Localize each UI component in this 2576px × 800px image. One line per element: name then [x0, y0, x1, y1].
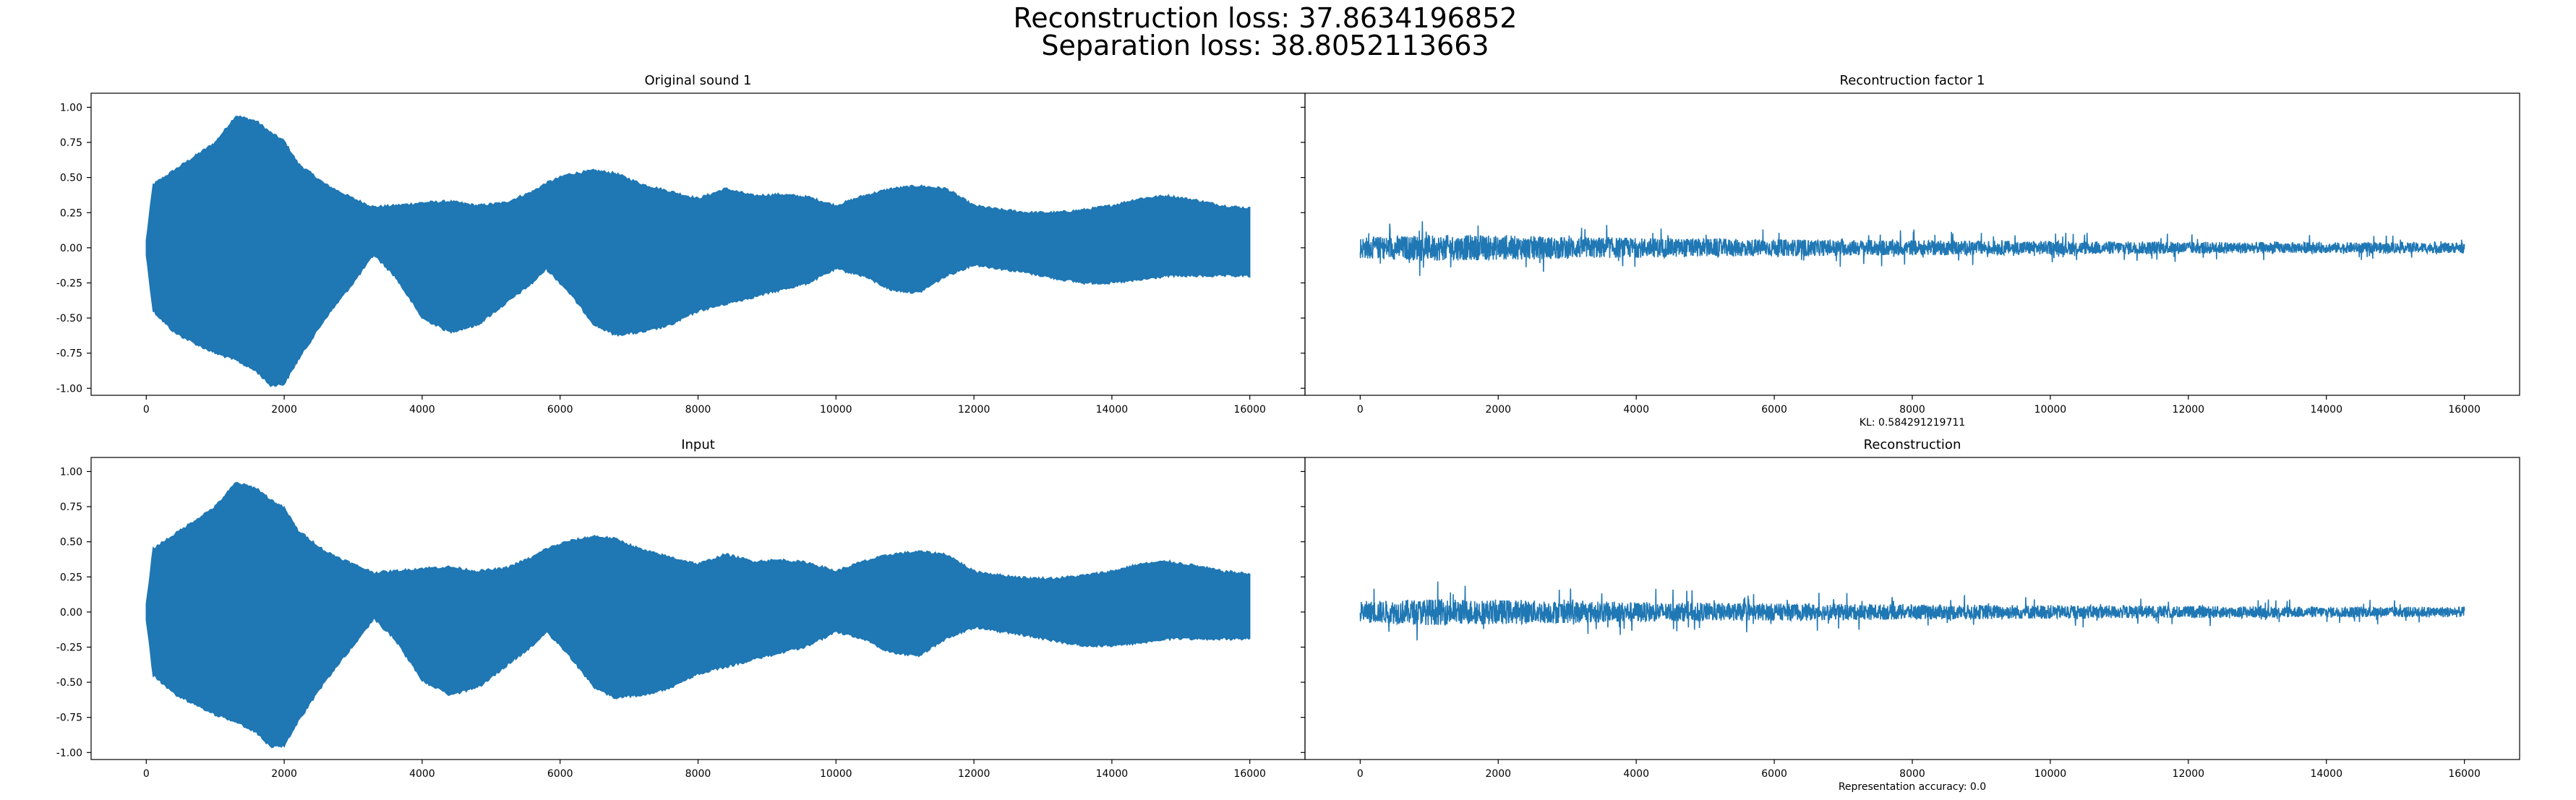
x-tick-label: 0 [143, 768, 150, 780]
x-tick-label: 10000 [2034, 404, 2067, 416]
x-tick-label: 12000 [958, 768, 990, 780]
x-tick-label: 6000 [1761, 768, 1787, 780]
axes-title: Input [681, 437, 715, 452]
y-tick-label: 0.00 [60, 607, 82, 619]
axes-title: Original sound 1 [645, 73, 752, 88]
waveform-series [145, 481, 1251, 749]
y-tick-label: -0.75 [56, 348, 82, 360]
y-tick-label: -1.00 [56, 747, 82, 759]
x-tick-label: 6000 [1761, 404, 1787, 416]
axes-title: Recontruction factor 1 [1840, 73, 1985, 88]
x-tick-label: 8000 [1899, 768, 1925, 780]
x-tick-label: 12000 [2173, 404, 2205, 416]
x-tick-label: 12000 [958, 404, 990, 416]
x-tick-label: 12000 [2173, 768, 2205, 780]
x-tick-label: 4000 [409, 768, 435, 780]
waveform-series [1359, 581, 2465, 641]
waveform-series [1359, 221, 2465, 276]
x-tick-label: 2000 [271, 404, 297, 416]
y-tick-label: 0.50 [60, 173, 82, 184]
y-tick-label: -0.50 [56, 313, 82, 324]
x-tick-label: 6000 [547, 404, 573, 416]
axes-container: Original sound 1 0 2000 4000 6000 8000 10000 12… [56, 73, 2520, 793]
suptitle-line-1: Reconstruction loss: 37.8634196852 [1014, 2, 1518, 34]
x-tick-label: 4000 [1623, 768, 1649, 780]
y-tick-label: 0.75 [60, 502, 82, 513]
x-tick-label: 14000 [2310, 404, 2342, 416]
x-tick-label: 16000 [1233, 768, 1266, 780]
y-tick-label: -0.25 [56, 642, 82, 653]
x-tick-label: 2000 [271, 768, 297, 780]
x-tick-label: 0 [1357, 768, 1364, 780]
y-tick-label: 1.00 [60, 102, 82, 113]
suptitle-line-2: Separation loss: 38.8052113663 [1041, 30, 1489, 61]
axes-2: Recontruction factor 1 0 2000 4000 6000 8000 1… [1301, 73, 2520, 429]
y-tick-label: 0.75 [60, 137, 82, 149]
x-axis-label: Representation accuracy: 0.0 [1839, 781, 1986, 793]
x-tick-label: 14000 [2310, 768, 2342, 780]
x-tick-label: 10000 [2034, 768, 2067, 780]
y-tick-label: -1.00 [56, 383, 82, 395]
x-tick-label: 10000 [820, 768, 852, 780]
x-tick-label: 2000 [1485, 768, 1511, 780]
y-tick-label: 0.25 [60, 572, 82, 583]
x-tick-label: 6000 [547, 768, 573, 780]
y-tick-label: 0.50 [60, 537, 82, 549]
x-tick-label: 4000 [409, 404, 435, 416]
x-tick-label: 8000 [1899, 404, 1925, 416]
y-tick-label: 0.00 [60, 243, 82, 254]
x-tick-label: 10000 [820, 404, 852, 416]
y-tick-label: -0.25 [56, 278, 82, 289]
x-tick-label: 16000 [1233, 404, 1266, 416]
y-tick-label: -0.75 [56, 713, 82, 724]
y-tick-label: 0.25 [60, 207, 82, 219]
x-tick-label: 2000 [1485, 404, 1511, 416]
x-tick-label: 14000 [1096, 768, 1129, 780]
x-tick-label: 14000 [1096, 404, 1129, 416]
y-tick-label: 1.00 [60, 466, 82, 478]
x-tick-label: 0 [1357, 404, 1364, 416]
x-axis-label: KL: 0.584291219711 [1860, 417, 1965, 429]
x-tick-label: 16000 [2448, 404, 2481, 416]
x-tick-label: 4000 [1623, 404, 1649, 416]
x-tick-label: 0 [143, 404, 150, 416]
waveform-series [145, 115, 1251, 387]
x-tick-label: 16000 [2448, 768, 2481, 780]
axes-1: Original sound 1 0 2000 4000 6000 8000 10000 12… [56, 73, 1306, 416]
axes-title: Reconstruction [1864, 437, 1961, 452]
axes-4: Reconstruction 0 2000 4000 6000 8000 10000 1200… [1301, 437, 2520, 793]
x-tick-label: 8000 [685, 768, 711, 780]
x-tick-label: 8000 [685, 404, 711, 416]
y-tick-label: -0.50 [56, 677, 82, 689]
